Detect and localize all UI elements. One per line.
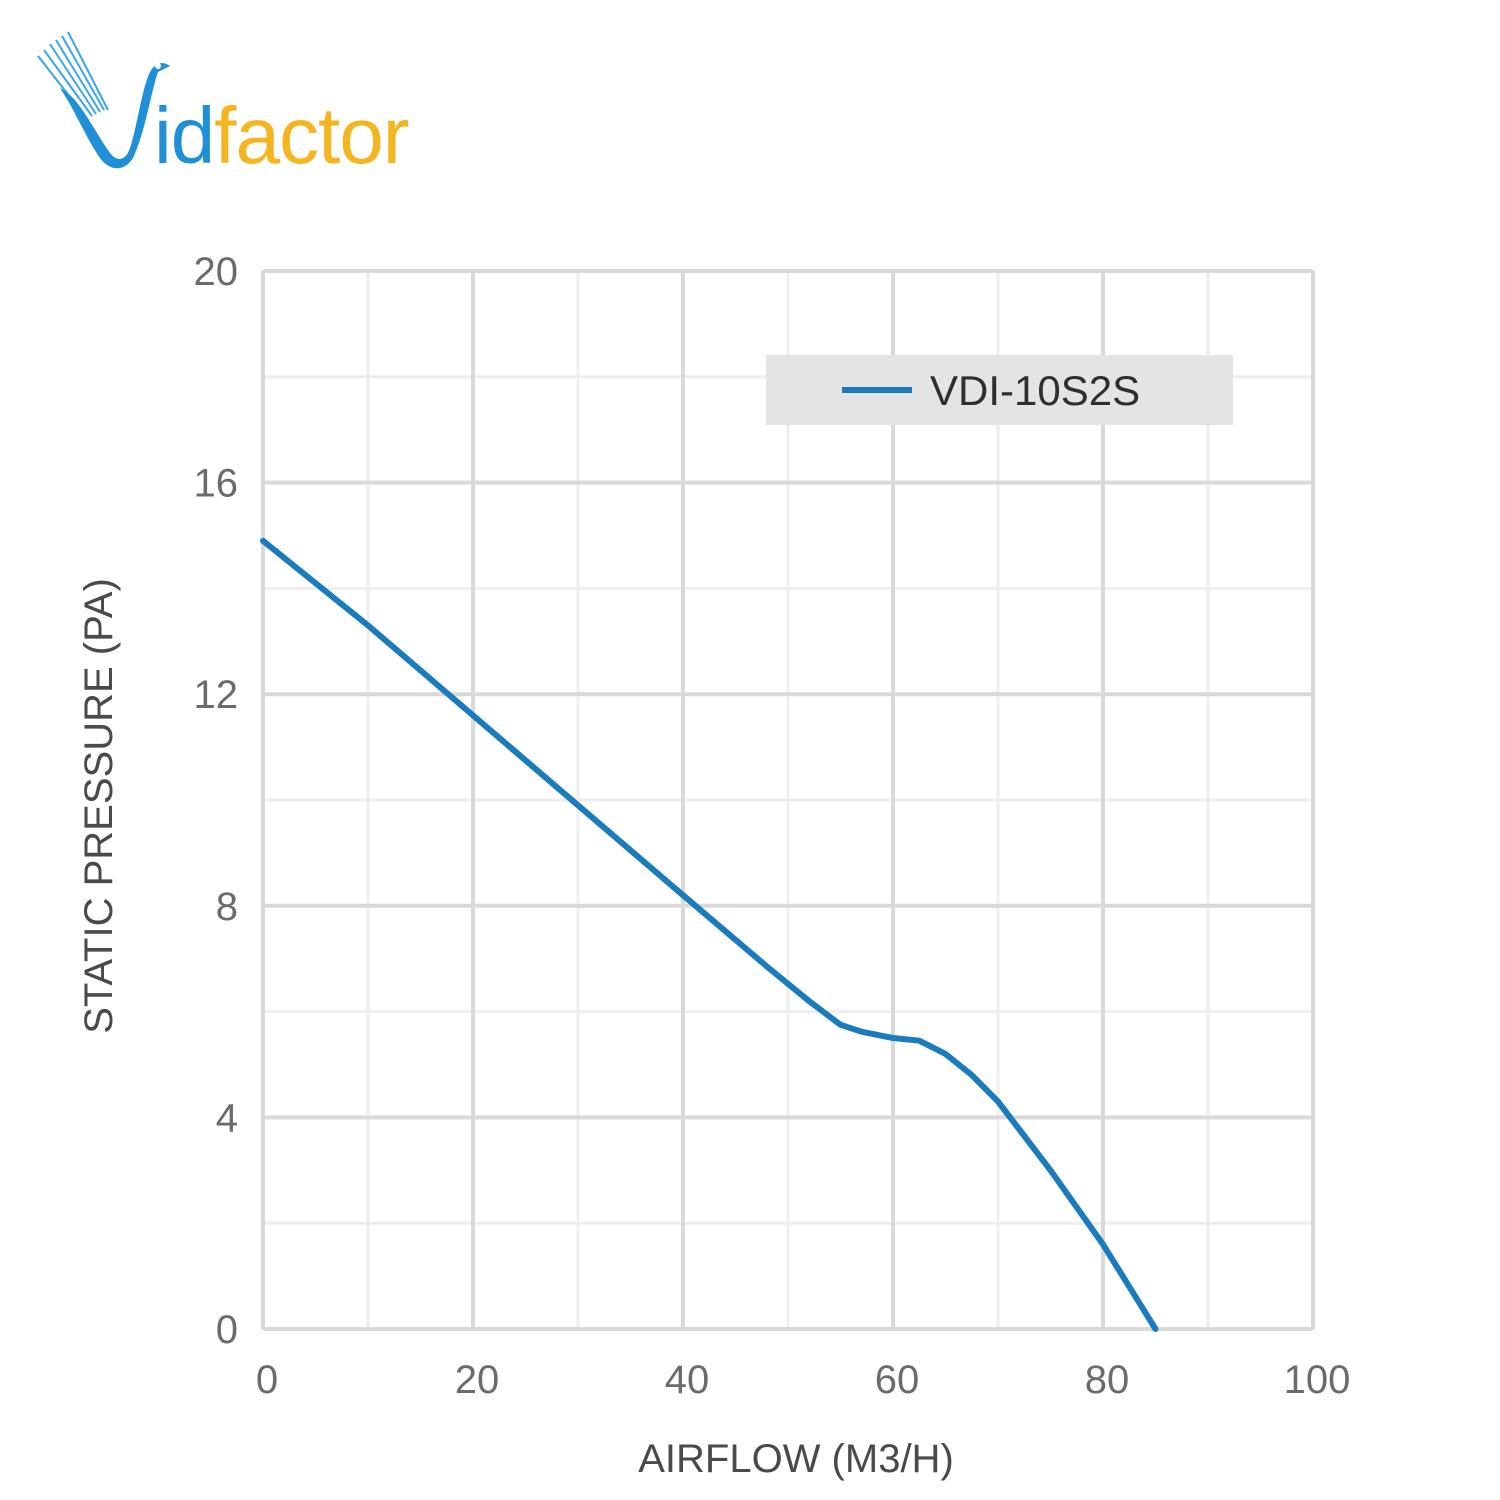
x-tick-label: 20: [455, 1358, 500, 1402]
logo-wordmark-id: id: [154, 91, 215, 180]
series-line: [260, 537, 1159, 1332]
y-tick-labels: 0 4 8 12 16 20: [194, 250, 239, 1352]
minor-gridlines: [263, 271, 1313, 1329]
vidfactor-logo: idfactor: [30, 28, 409, 178]
major-gridlines: [261, 269, 1315, 1331]
logo-wordmark-factor: factor: [214, 91, 409, 180]
x-tick-label: 80: [1085, 1358, 1130, 1402]
y-tick-label: 4: [216, 1096, 238, 1140]
series-lines: [260, 537, 1159, 1332]
y-tick-label: 20: [194, 250, 239, 294]
x-tick-label: 40: [665, 1358, 710, 1402]
y-tick-label: 8: [216, 885, 238, 929]
legend-label: VDI-10S2S: [930, 367, 1140, 414]
y-tick-label: 12: [194, 673, 239, 717]
logo-v-bird-icon: [37, 31, 170, 169]
x-tick-labels: 0 20 40 60 80 100: [256, 1358, 1351, 1402]
x-tick-label: 0: [256, 1358, 278, 1402]
x-tick-label: 100: [1284, 1358, 1351, 1402]
legend: VDI-10S2S: [766, 355, 1233, 425]
y-tick-label: 0: [216, 1308, 238, 1352]
logo-wordmark: idfactor: [154, 96, 409, 176]
x-tick-label: 60: [875, 1358, 920, 1402]
x-axis-title: AIRFLOW (M3/H): [638, 1437, 954, 1481]
y-tick-label: 16: [194, 462, 239, 506]
y-axis-title: STATIC PRESSURE (PA): [77, 578, 121, 1034]
